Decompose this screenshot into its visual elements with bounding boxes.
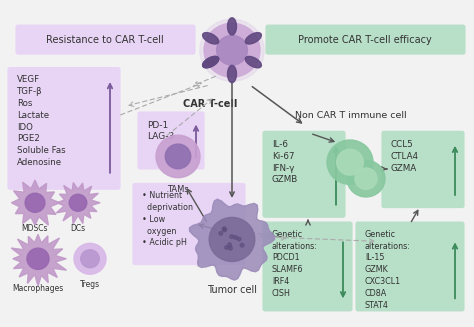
FancyBboxPatch shape	[382, 131, 464, 208]
Circle shape	[337, 149, 364, 175]
Text: PD-1
LAG-3: PD-1 LAG-3	[147, 121, 174, 142]
Circle shape	[355, 168, 377, 189]
Circle shape	[240, 243, 244, 247]
Circle shape	[204, 23, 260, 77]
Circle shape	[209, 217, 255, 262]
Circle shape	[27, 248, 49, 269]
Polygon shape	[228, 65, 237, 83]
Text: CAR T-cell: CAR T-cell	[183, 99, 237, 110]
FancyBboxPatch shape	[356, 222, 464, 311]
Text: CCL5
CTLA4
GZMA: CCL5 CTLA4 GZMA	[391, 140, 419, 173]
Polygon shape	[190, 199, 274, 280]
Polygon shape	[11, 180, 60, 225]
Circle shape	[237, 237, 241, 241]
Circle shape	[156, 135, 200, 178]
FancyBboxPatch shape	[16, 25, 195, 54]
Circle shape	[230, 235, 234, 238]
Circle shape	[74, 243, 106, 274]
FancyBboxPatch shape	[263, 222, 352, 311]
Text: IL-6
Ki-67
IFN-γ
GZMB: IL-6 Ki-67 IFN-γ GZMB	[272, 140, 298, 184]
Circle shape	[25, 193, 45, 212]
Circle shape	[200, 19, 264, 81]
Circle shape	[222, 227, 226, 231]
Circle shape	[219, 232, 223, 235]
Text: Genetic
alterations:
PDCD1
SLAMF6
IRF4
CISH: Genetic alterations: PDCD1 SLAMF6 IRF4 C…	[272, 230, 318, 298]
Circle shape	[223, 228, 227, 232]
Text: Promote CAR T-cell efficacy: Promote CAR T-cell efficacy	[298, 35, 432, 44]
Text: DCs: DCs	[71, 224, 86, 233]
FancyBboxPatch shape	[266, 25, 465, 54]
FancyBboxPatch shape	[133, 183, 245, 265]
Circle shape	[228, 246, 232, 250]
Text: Genetic
alterations:
IL-15
GZMK
CXC3CL1
CD8A
STAT4: Genetic alterations: IL-15 GZMK CXC3CL1 …	[365, 230, 411, 310]
Circle shape	[217, 35, 247, 65]
Text: Tregs: Tregs	[80, 280, 100, 289]
Text: Tumor cell: Tumor cell	[207, 285, 257, 295]
Circle shape	[81, 250, 99, 268]
Circle shape	[165, 144, 191, 169]
Polygon shape	[56, 182, 100, 224]
Circle shape	[228, 243, 232, 247]
Circle shape	[234, 235, 237, 239]
Polygon shape	[202, 56, 219, 68]
Text: • Nutrient
  deprivation
• Low
  oxygen
• Acidic pH: • Nutrient deprivation • Low oxygen • Ac…	[142, 191, 193, 248]
Text: TAMs: TAMs	[167, 185, 189, 194]
Text: MDSCs: MDSCs	[22, 224, 48, 233]
FancyBboxPatch shape	[138, 112, 204, 169]
Circle shape	[347, 160, 385, 197]
FancyBboxPatch shape	[263, 131, 345, 217]
Polygon shape	[11, 234, 66, 286]
Text: VEGF
TGF-β
Ros
Lactate
IDO
PGE2
Soluble Fas
Adenosine: VEGF TGF-β Ros Lactate IDO PGE2 Soluble …	[17, 75, 65, 167]
Circle shape	[327, 140, 373, 184]
Polygon shape	[245, 33, 261, 44]
Text: Non CAR T immune cell: Non CAR T immune cell	[295, 111, 407, 120]
Polygon shape	[202, 56, 219, 68]
Polygon shape	[228, 18, 237, 35]
Circle shape	[69, 194, 87, 211]
Polygon shape	[246, 57, 262, 68]
Polygon shape	[202, 33, 219, 44]
FancyBboxPatch shape	[8, 68, 120, 189]
Circle shape	[225, 246, 228, 249]
Text: Macrophages: Macrophages	[12, 284, 64, 293]
Text: Resistance to CAR T-cell: Resistance to CAR T-cell	[46, 35, 164, 44]
